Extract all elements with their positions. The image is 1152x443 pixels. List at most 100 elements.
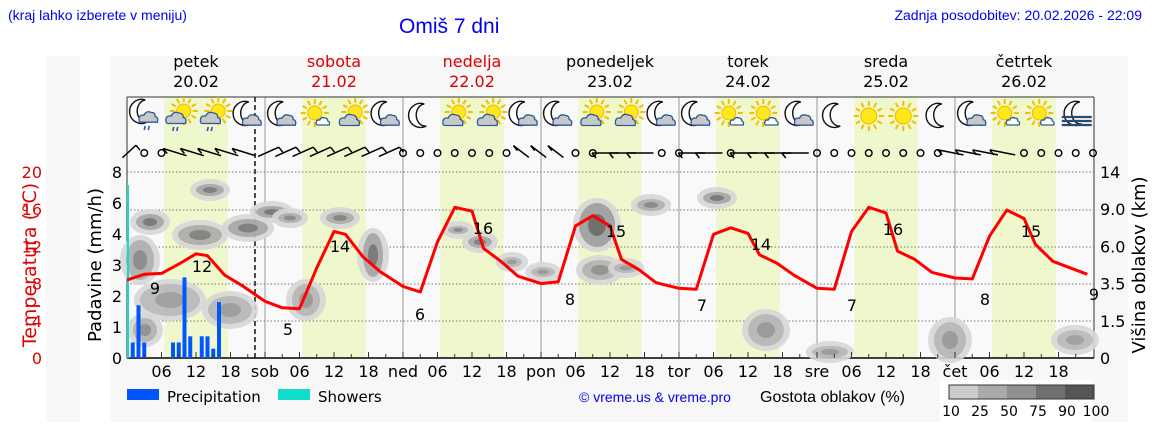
- temperature-extreme-label: 5: [283, 320, 293, 339]
- temperature-extreme-label: 8: [980, 290, 990, 309]
- temperature-tick: 12: [22, 237, 42, 256]
- temperature-tick: 4: [32, 312, 42, 331]
- cloud-density-area: [202, 291, 258, 329]
- wind-symbol: [625, 152, 654, 159]
- x-tick-label: 18: [496, 362, 516, 381]
- x-tick-label: 18: [910, 362, 930, 381]
- wind-symbol: [847, 148, 856, 157]
- wind-symbol: [502, 148, 511, 157]
- sun-cloud-icon: [476, 98, 508, 127]
- day-header: petek 20.02: [127, 52, 265, 92]
- day-header: četrtek 26.02: [955, 52, 1093, 92]
- wind-symbol: [547, 145, 564, 159]
- temperature-extreme-label: 14: [751, 235, 771, 254]
- precipitation-bar: [205, 336, 210, 358]
- x-tick-label: 18: [1048, 362, 1068, 381]
- sun-small-cloud-icon: [714, 99, 745, 127]
- moon-cloud-icon: [956, 100, 987, 127]
- cloud-density-tick: 10: [942, 404, 960, 420]
- wind-symbol: [571, 148, 580, 157]
- wind-symbol: [399, 148, 408, 157]
- cloud-density-area: [631, 194, 671, 216]
- day-name: torek: [727, 52, 769, 71]
- wind-symbol: [864, 148, 873, 157]
- day-header: sreda 25.02: [817, 52, 955, 92]
- location-menu-hint: (kraj lahko izberete v meniju): [8, 7, 187, 23]
- precipitation-tick: 1: [112, 318, 122, 337]
- precipitation-axis-label: Padavine (mm/h): [85, 188, 106, 342]
- day-date: 23.02: [587, 72, 633, 91]
- wind-symbol: [231, 147, 256, 157]
- day-header: ponedeljek 23.02: [541, 52, 679, 92]
- x-tick-label: 18: [772, 362, 792, 381]
- sun-cloud-rain-icon: [165, 97, 198, 132]
- cloud-density-swatch: [1036, 385, 1065, 399]
- wind-symbol: [1088, 148, 1097, 157]
- wind-symbol: [433, 148, 442, 157]
- temperature-tick: 16: [22, 200, 42, 219]
- cloud-density-swatch: [978, 385, 1007, 399]
- cloud-density-area: [806, 341, 854, 363]
- sun-icon: [888, 101, 919, 131]
- temperature-extreme-label: 15: [606, 222, 626, 241]
- temperature-line: [126, 205, 1088, 311]
- wind-symbol: [416, 148, 425, 157]
- precipitation-tick: 8: [112, 163, 122, 182]
- x-tick-label: sob: [251, 362, 279, 381]
- cloud-density-area: [120, 235, 160, 285]
- wind-symbol: [140, 148, 149, 157]
- precipitation-bar: [136, 305, 141, 358]
- legend: Precipitation Showers: [127, 388, 382, 406]
- wind-symbol: [899, 148, 908, 157]
- x-tick-label: 12: [738, 362, 758, 381]
- moon-icon: [821, 102, 841, 129]
- wind-symbol: [157, 148, 166, 157]
- temperature-extreme-label: 7: [697, 296, 707, 315]
- sun-small-cloud-icon: [749, 99, 779, 127]
- wind-symbol: [1037, 148, 1046, 157]
- cloud-density-area: [496, 252, 528, 272]
- day-date: 22.02: [449, 72, 495, 91]
- wind-symbol: [179, 147, 205, 157]
- cloud-density-tick: 25: [971, 404, 989, 420]
- cloud-height-tick: 6.0: [1100, 237, 1125, 256]
- cloud-density-area: [573, 198, 621, 252]
- wind-symbol: [292, 146, 318, 158]
- moon-cloud-icon: [232, 100, 262, 127]
- cloud-height-tick: 0: [1100, 349, 1110, 368]
- day-name: nedelja: [442, 52, 502, 71]
- wind-symbol: [361, 146, 387, 158]
- legend-showers-swatch: [278, 389, 310, 400]
- x-tick-label: 18: [220, 362, 240, 381]
- day-name: četrtek: [995, 52, 1053, 71]
- x-tick-label: pon: [526, 362, 556, 381]
- wind-symbol: [1020, 148, 1029, 157]
- precipitation-bar: [182, 277, 187, 358]
- day-header: sobota 21.02: [265, 52, 403, 92]
- precipitation-bar: [130, 342, 135, 358]
- day-name: sreda: [863, 52, 909, 71]
- legend-precipitation-swatch: [127, 389, 159, 400]
- wind-symbol: [197, 147, 222, 157]
- cloud-height-tick: 3.5: [1100, 275, 1125, 294]
- temperature-tick: 0: [32, 349, 42, 368]
- day-date: 20.02: [173, 72, 219, 91]
- precipitation-bar: [176, 342, 181, 358]
- x-tick-label: čet: [943, 362, 968, 381]
- temperature-extreme-label: 14: [330, 237, 350, 256]
- cloud-density-swatch: [1007, 385, 1036, 399]
- day-name: ponedeljek: [566, 52, 654, 71]
- temperature-extreme-label: 6: [415, 305, 425, 324]
- precipitation-bar: [142, 342, 147, 358]
- moon-icon: [407, 102, 427, 129]
- temperature-tick: 20: [22, 163, 42, 182]
- x-tick-label: ned: [388, 362, 418, 381]
- wind-symbol: [450, 148, 459, 157]
- temperature-tick: 8: [32, 275, 42, 294]
- copyright-link[interactable]: © vreme.us & vreme.pro: [579, 389, 731, 405]
- x-tick-label: 12: [1014, 362, 1034, 381]
- x-tick-label: 06: [703, 362, 723, 381]
- day-date: 26.02: [1001, 72, 1047, 91]
- cloud-height-tick: 1.5: [1100, 312, 1125, 331]
- x-tick-label: 06: [427, 362, 447, 381]
